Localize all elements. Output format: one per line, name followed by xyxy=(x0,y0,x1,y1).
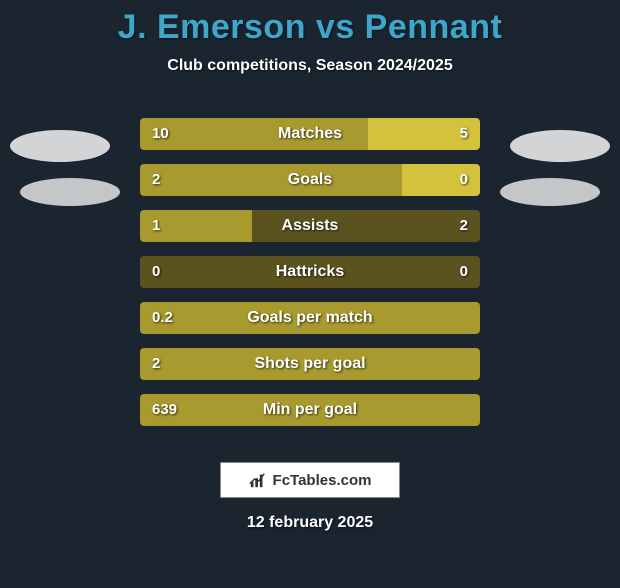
metric-label: Assists xyxy=(140,210,480,242)
player-right-oval-1 xyxy=(510,130,610,162)
stat-row: 00Hattricks xyxy=(140,256,480,288)
brand-box[interactable]: FcTables.com xyxy=(220,462,400,498)
comparison-chart: 105Matches 20Goals 12Assists 00Hattricks 0.2… xyxy=(0,118,620,440)
stat-row: 20Goals xyxy=(140,164,480,196)
player-left-oval-1 xyxy=(10,130,110,162)
metric-label: Min per goal xyxy=(140,394,480,426)
page-title: J. Emerson vs Pennant xyxy=(0,8,620,47)
stat-row: 0.2Goals per match xyxy=(140,302,480,334)
metric-label: Matches xyxy=(140,118,480,150)
brand-label: FcTables.com xyxy=(273,472,372,489)
metric-label: Goals per match xyxy=(140,302,480,334)
date-label: 12 february 2025 xyxy=(0,514,620,532)
stat-row: 105Matches xyxy=(140,118,480,150)
metric-label: Shots per goal xyxy=(140,348,480,380)
stat-rows: 105Matches 20Goals 12Assists 00Hattricks 0.2… xyxy=(0,118,620,426)
stat-row: 2Shots per goal xyxy=(140,348,480,380)
metric-label: Hattricks xyxy=(140,256,480,288)
player-right-oval-2 xyxy=(500,178,600,206)
player-left-oval-2 xyxy=(20,178,120,206)
stat-row: 12Assists xyxy=(140,210,480,242)
subtitle: Club competitions, Season 2024/2025 xyxy=(0,57,620,75)
bar-chart-icon xyxy=(249,471,267,489)
stat-row: 639Min per goal xyxy=(140,394,480,426)
metric-label: Goals xyxy=(140,164,480,196)
